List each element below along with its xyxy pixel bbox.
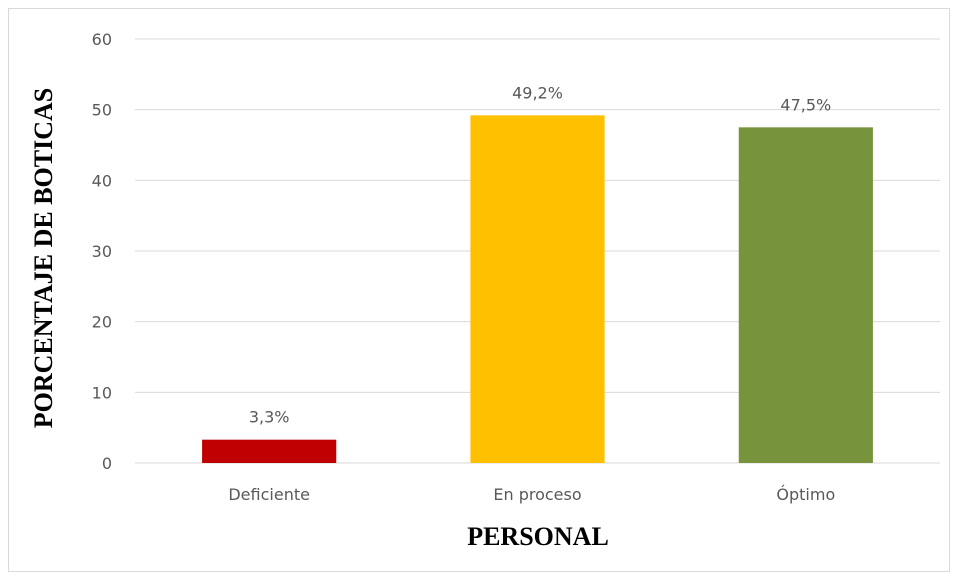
y-axis-title: PORCENTAJE DE BOTICAS [29, 88, 58, 428]
y-tick-label: 0 [102, 454, 112, 473]
x-tick-label: Óptimo [776, 485, 835, 504]
x-axis-tick-labels: Deficiente En proceso Óptimo [228, 485, 835, 504]
y-tick-label: 40 [92, 171, 112, 190]
y-tick-label: 50 [92, 101, 112, 120]
bar [738, 127, 873, 463]
bar [202, 439, 337, 463]
x-axis-title: PERSONAL [467, 522, 609, 551]
y-tick-label: 60 [92, 30, 112, 49]
y-axis-tick-labels: 0 10 20 30 40 50 60 [92, 30, 112, 473]
data-label: 47,5% [780, 95, 831, 114]
bar [470, 115, 605, 463]
data-labels: 3,3% 49,2% 47,5% [249, 83, 831, 426]
data-label: 49,2% [512, 83, 563, 102]
x-tick-label: Deficiente [228, 485, 310, 504]
data-label: 3,3% [249, 408, 290, 427]
bars [202, 115, 873, 463]
x-tick-label: En proceso [493, 485, 581, 504]
y-tick-label: 30 [92, 242, 112, 261]
y-tick-label: 10 [92, 383, 112, 402]
y-tick-label: 20 [92, 313, 112, 332]
